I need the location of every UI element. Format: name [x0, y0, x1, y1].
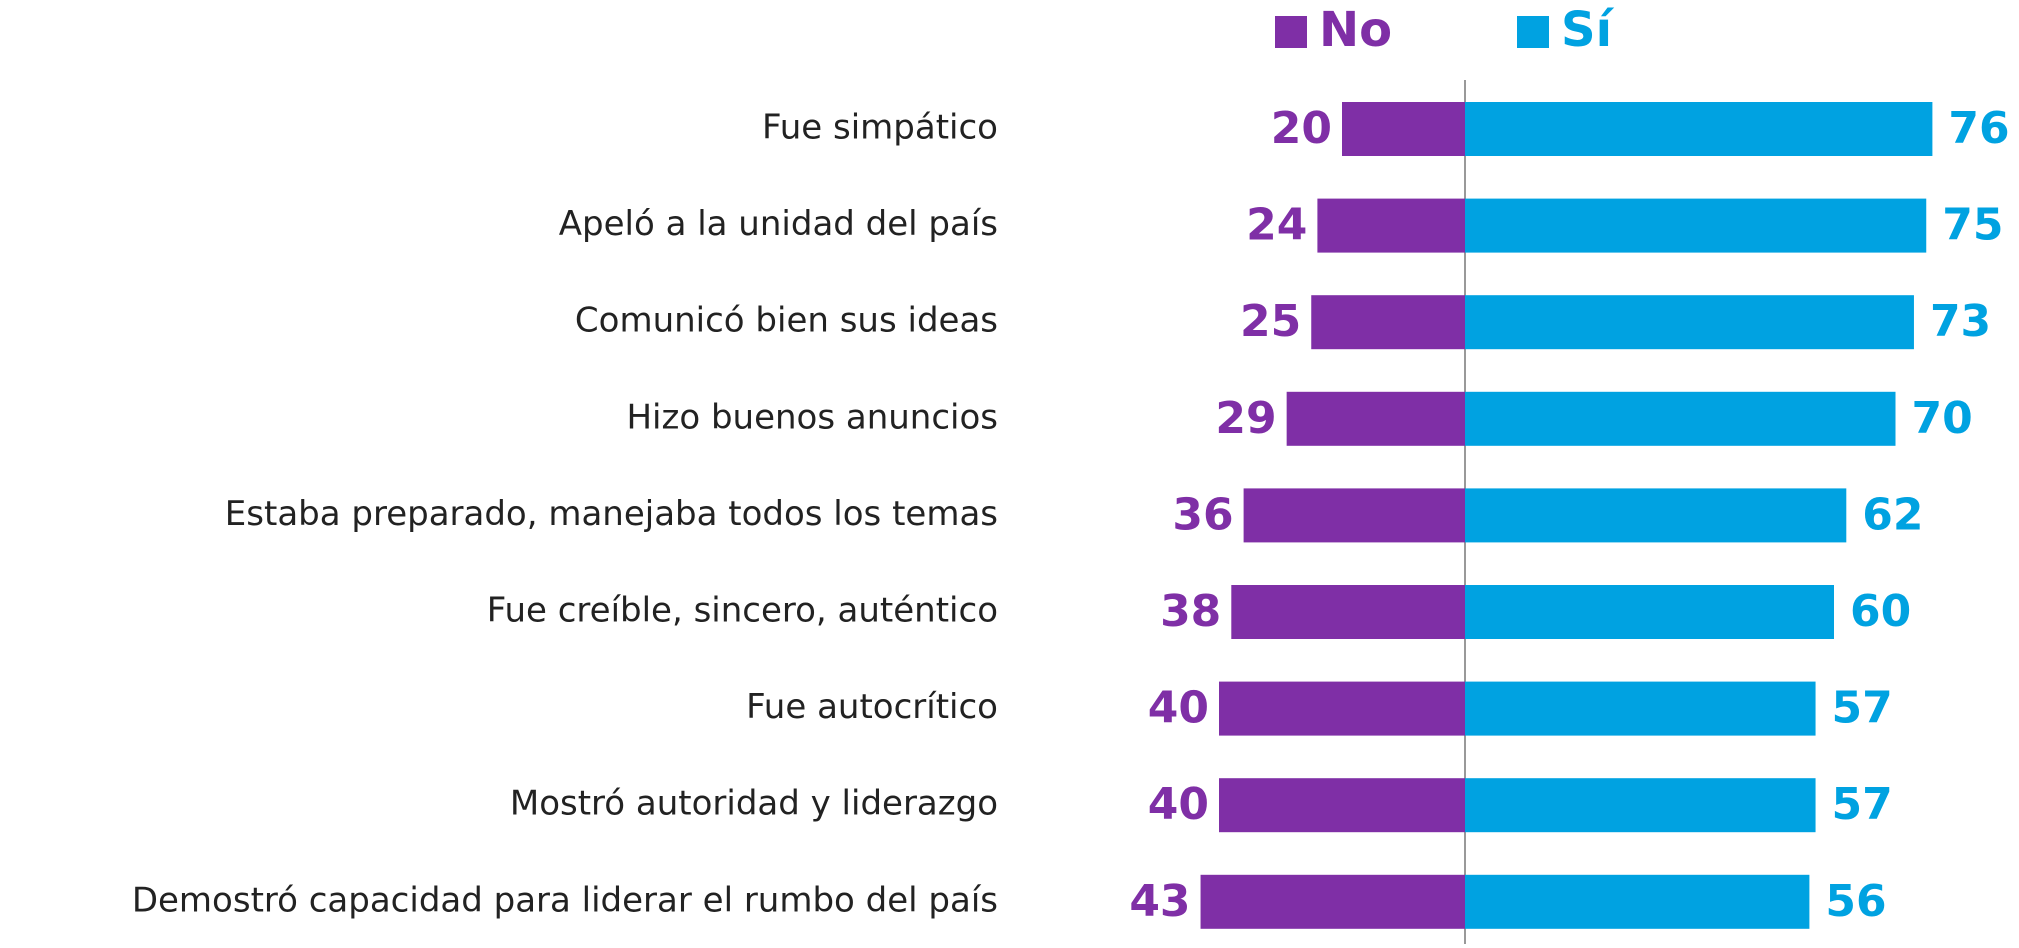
bar	[1243, 488, 1465, 543]
value-label: 70	[1912, 393, 1973, 444]
bar	[1465, 488, 1847, 543]
category-label: Fue simpático	[762, 108, 998, 148]
category-label: Apeló a la unidad del país	[559, 204, 998, 244]
bar	[1465, 198, 1927, 253]
value-label: 36	[1172, 489, 1233, 540]
category-label: Estaba preparado, manejaba todos los tem…	[225, 494, 998, 534]
value-label: 20	[1271, 103, 1332, 154]
bar	[1317, 198, 1465, 253]
bar	[1465, 295, 1914, 350]
bar	[1231, 585, 1465, 639]
bar	[1465, 391, 1896, 446]
bar	[1465, 585, 1834, 639]
value-label: 29	[1215, 393, 1276, 444]
value-label: 38	[1160, 586, 1221, 637]
value-label: 60	[1850, 586, 1911, 637]
category-label: Demostró capacidad para liderar el rumbo…	[132, 880, 998, 920]
bar	[1342, 102, 1465, 156]
category-label: Mostró autoridad y liderazgo	[510, 784, 998, 824]
category-label: Fue autocrítico	[746, 687, 998, 727]
value-label: 57	[1832, 779, 1893, 830]
value-label: 24	[1246, 200, 1307, 251]
value-label: 76	[1948, 103, 2009, 154]
bar	[1465, 874, 1810, 929]
value-label: 40	[1148, 779, 1209, 830]
bar	[1311, 295, 1465, 350]
category-label: Comunicó bien sus ideas	[575, 301, 998, 341]
legend-label: Sí	[1561, 2, 1615, 58]
legend-swatch	[1517, 16, 1549, 48]
bar	[1465, 102, 1933, 156]
bar	[1465, 778, 1816, 833]
value-label: 75	[1942, 200, 2003, 251]
value-label: 62	[1862, 489, 1923, 540]
value-label: 56	[1825, 876, 1886, 927]
bar	[1200, 874, 1465, 929]
bar	[1219, 681, 1465, 736]
bar	[1465, 681, 1816, 736]
category-label: Hizo buenos anuncios	[626, 397, 998, 437]
category-label: Fue creíble, sincero, auténtico	[487, 591, 998, 631]
legend-label: No	[1319, 2, 1392, 58]
bar	[1219, 778, 1465, 833]
legend-swatch	[1275, 16, 1307, 48]
value-label: 25	[1240, 296, 1301, 347]
bar	[1286, 391, 1465, 446]
value-label: 73	[1930, 296, 1991, 347]
value-label: 57	[1832, 683, 1893, 734]
value-label: 43	[1129, 876, 1190, 927]
value-label: 40	[1148, 683, 1209, 734]
